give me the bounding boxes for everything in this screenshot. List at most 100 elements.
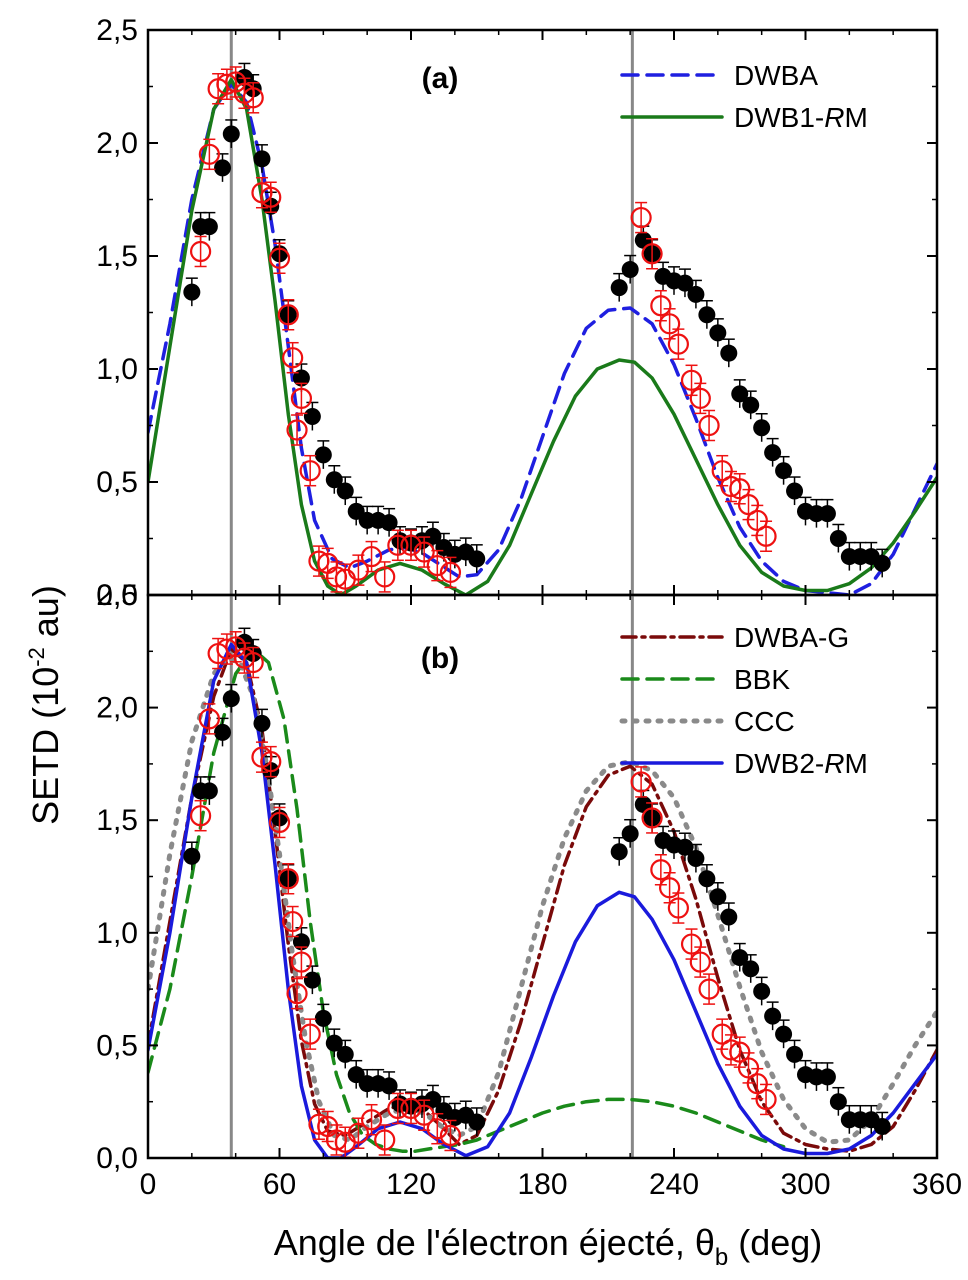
data-point-red (400, 1097, 422, 1120)
data-point-black (720, 908, 738, 926)
data-point-black (829, 1093, 847, 1111)
data-point-black (818, 1068, 836, 1086)
data-point-black (709, 888, 727, 906)
data-point-black (214, 159, 232, 177)
y-tick-label: 0,0 (96, 579, 138, 612)
data-point-black (336, 482, 354, 500)
series-line-dwb1-rm (148, 77, 937, 595)
x-tick-label: 180 (517, 1168, 567, 1201)
data-point-black (687, 849, 705, 867)
y-tick-label: 0,5 (96, 1029, 138, 1062)
x-tick-label: 60 (263, 1168, 296, 1201)
data-point-black (610, 843, 628, 861)
data-point-black (742, 396, 760, 414)
x-tick-label: 0 (140, 1168, 157, 1201)
data-point-black (183, 283, 201, 301)
data-point-red (347, 1122, 369, 1144)
data-point-red (400, 534, 422, 556)
data-point-red (286, 419, 308, 441)
data-point-black (818, 505, 836, 523)
data-point-red (667, 897, 689, 919)
x-axis-title: Angle de l'électron éjecté, θb (deg) (274, 1222, 823, 1271)
data-point-black (303, 407, 321, 425)
data-point-red (711, 1023, 733, 1045)
y-tick-label: 2,0 (96, 692, 138, 725)
data-point-red (387, 1097, 409, 1120)
data-point-red (282, 910, 304, 933)
data-point-red (667, 333, 689, 355)
data-point-red (426, 1118, 448, 1140)
data-point-red (190, 805, 212, 827)
data-point-black (764, 1007, 782, 1025)
data-point-red (387, 534, 409, 556)
data-point-red (650, 859, 672, 881)
panel-label: (b) (421, 642, 459, 675)
data-point-red (277, 868, 299, 890)
data-point-red (360, 545, 383, 568)
data-point-red (737, 1057, 760, 1079)
data-point-red (737, 494, 760, 516)
data-point-black (676, 274, 694, 292)
data-point-black (200, 218, 218, 236)
data-point-black (292, 369, 310, 387)
data-point-red (260, 751, 282, 773)
data-point-red (290, 387, 313, 409)
data-point-black (183, 847, 201, 865)
data-point-black (742, 960, 760, 978)
legend-label: DWB1-RM (734, 102, 868, 133)
data-point-black (200, 782, 218, 800)
x-tick-label: 300 (780, 1168, 830, 1201)
data-point-red (630, 206, 652, 229)
data-point-black (698, 306, 716, 324)
data-point-red (268, 811, 291, 834)
data-point-red (413, 1104, 435, 1126)
data-point-red (755, 525, 777, 547)
data-point-black (292, 933, 310, 951)
data-point-red (360, 1109, 383, 1131)
data-point-black (303, 971, 321, 989)
y-tick-label: 2,5 (96, 14, 138, 47)
data-point-red (299, 1023, 321, 1045)
y-tick-label: 2,0 (96, 127, 138, 160)
data-point-red (630, 771, 652, 793)
data-point-black (720, 344, 738, 362)
data-point-red (746, 1073, 768, 1095)
panel-b: 0,0 0,5 1,0 1,5 2,0 2,5 0 60 120 180 240 300 360 (b) D… (96, 579, 962, 1201)
data-point-black (380, 514, 398, 532)
legend-label: DWBA (734, 60, 818, 91)
data-point-black (687, 285, 705, 303)
data-point-red (268, 247, 291, 269)
series-line-ccc (148, 655, 937, 1145)
data-point-black (253, 150, 271, 168)
legend-label: DWBA-G (734, 622, 849, 653)
panel-a: 0,0 0,5 1,0 1,5 2,0 2,5 (a) DWBA DWB1-RM (96, 14, 939, 612)
data-point-red (242, 87, 264, 109)
legend-label: CCC (734, 706, 795, 737)
data-point-black (753, 419, 771, 437)
data-point-black (222, 690, 240, 708)
data-point-black (829, 530, 847, 547)
data-point-black (325, 471, 343, 489)
data-point-red (299, 460, 321, 482)
data-point-black (325, 1034, 343, 1052)
data-point-red (746, 509, 768, 532)
data-point-red (689, 387, 711, 409)
data-point-black (731, 949, 749, 967)
data-point-black (621, 261, 639, 279)
data-point-black (753, 982, 771, 1000)
data-point-red (729, 1041, 751, 1063)
data-point-black (314, 1009, 332, 1027)
x-tick-label: 360 (912, 1168, 962, 1201)
legend-label: BBK (734, 664, 790, 695)
y-tick-label: 1,5 (96, 804, 138, 837)
data-point-black (676, 838, 694, 856)
data-point-red (659, 877, 681, 899)
data-point-red (641, 807, 663, 829)
data-point-black (764, 444, 782, 462)
data-point-red (729, 478, 751, 500)
data-point-red (198, 708, 220, 730)
data-point-red (439, 1124, 462, 1147)
data-point-black (610, 279, 628, 297)
data-point-black (786, 1045, 804, 1063)
data-point-red (439, 561, 462, 584)
